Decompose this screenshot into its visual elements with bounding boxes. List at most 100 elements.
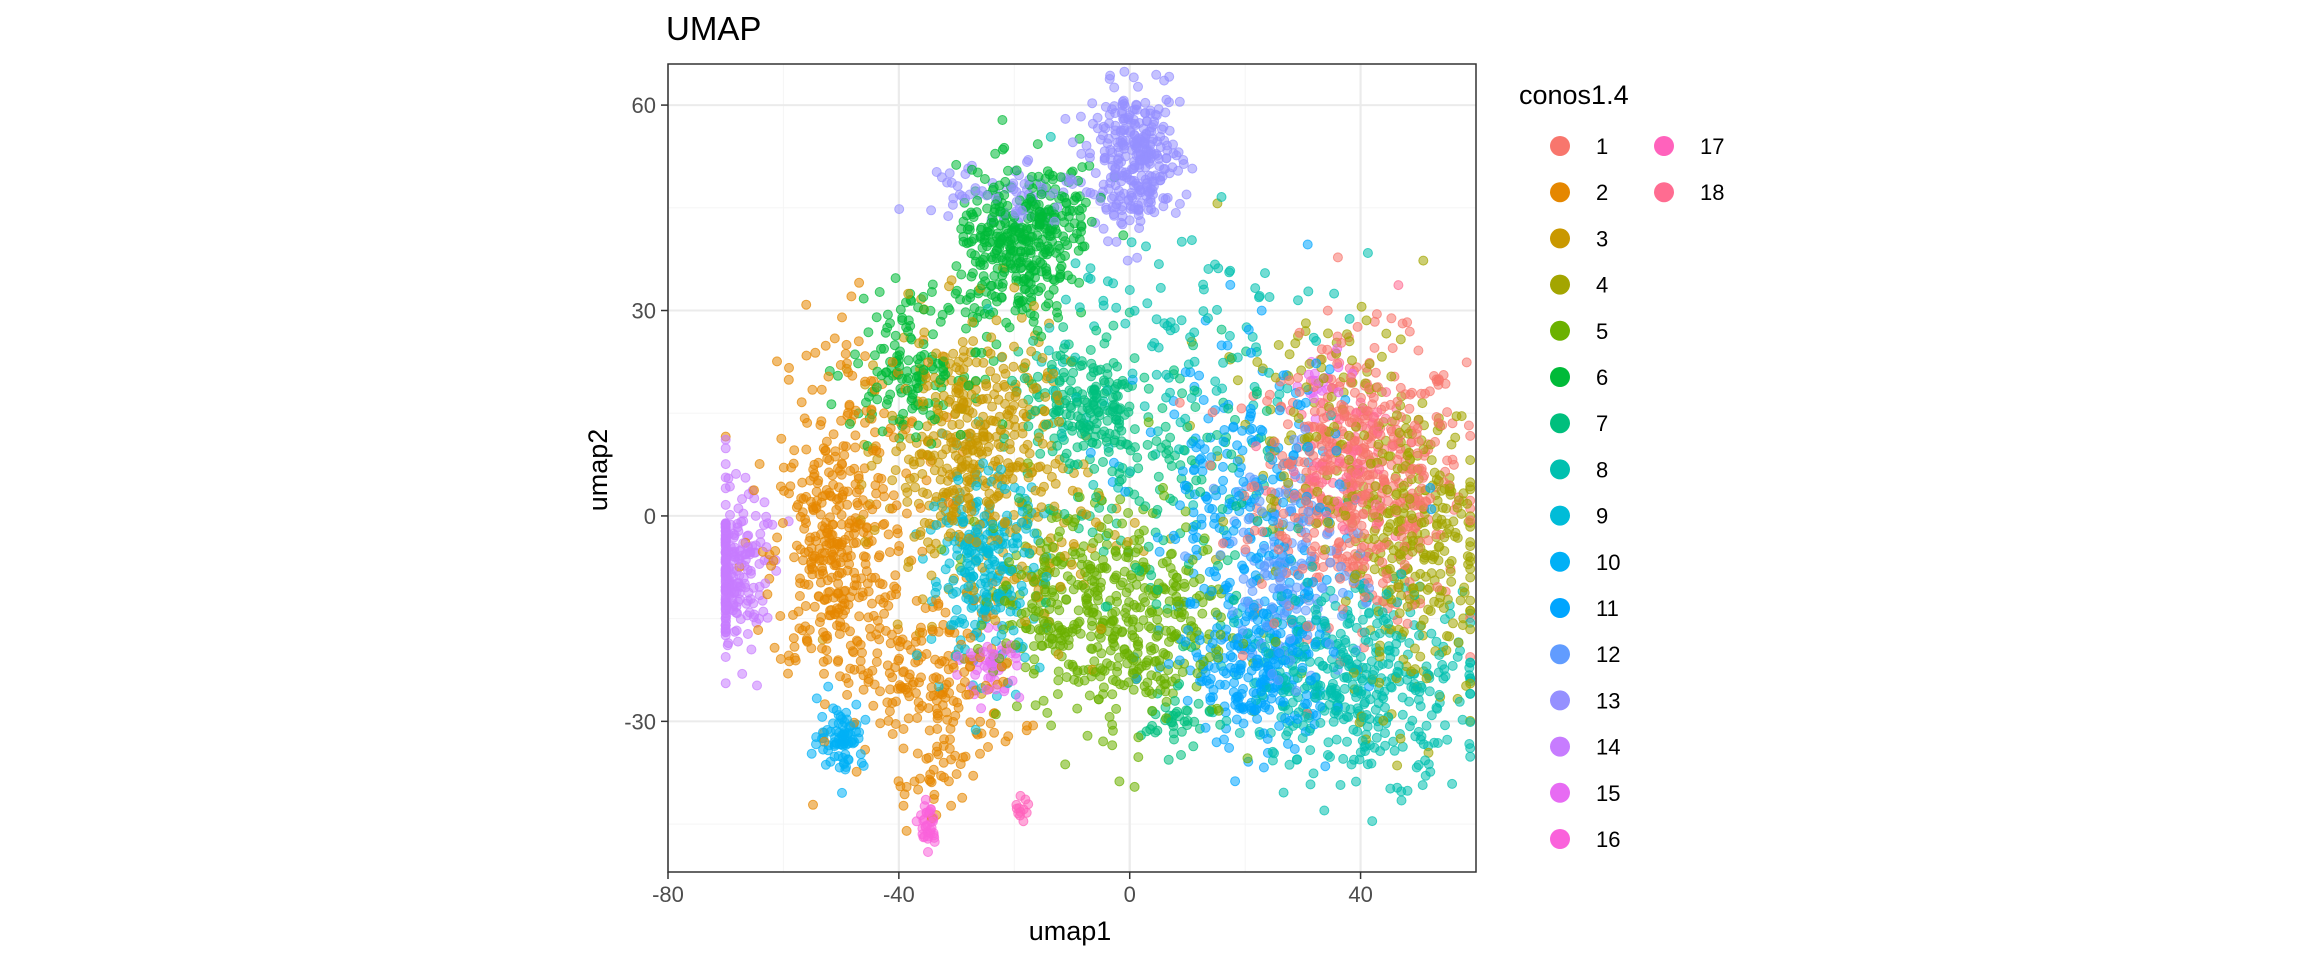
data-point-cluster-11 [1225,279,1236,290]
data-point-cluster-14 [767,519,778,530]
data-point-cluster-4 [1300,318,1311,329]
data-point-cluster-6 [1032,139,1043,150]
data-point-cluster-8 [1407,715,1418,726]
data-point-cluster-2 [880,625,891,636]
data-point-cluster-7 [1168,721,1179,732]
data-point-cluster-8 [1297,733,1308,744]
data-point-cluster-2 [854,592,864,603]
data-point-cluster-11 [1188,465,1199,476]
data-point-cluster-3 [1026,467,1037,478]
data-point-cluster-8 [1464,739,1475,749]
data-point-cluster-2 [853,470,864,481]
data-point-cluster-13 [1109,82,1120,93]
data-point-cluster-2 [1000,736,1011,747]
data-point-cluster-2 [812,478,823,489]
data-point-cluster-15 [1308,393,1319,404]
data-point-cluster-13 [926,205,937,216]
data-point-cluster-6 [918,365,929,375]
data-point-cluster-8 [1311,336,1322,346]
data-point-cluster-4 [1446,576,1457,587]
data-point-cluster-5 [1202,544,1213,555]
data-point-cluster-4 [1425,550,1436,561]
data-point-cluster-5 [1029,641,1039,652]
data-point-cluster-2 [841,441,851,452]
data-point-cluster-6 [972,195,983,206]
data-point-cluster-6 [1063,211,1074,222]
data-point-cluster-8 [1234,728,1245,738]
data-point-cluster-1 [1256,579,1267,589]
data-point-cluster-8 [1070,258,1081,269]
data-point-cluster-5 [1063,640,1074,651]
data-point-cluster-11 [1232,440,1243,451]
data-point-cluster-4 [1465,552,1476,563]
data-point-cluster-7 [1143,541,1154,552]
data-point-cluster-7 [1065,375,1076,386]
data-point-cluster-2 [933,626,944,637]
data-point-cluster-2 [818,627,829,638]
data-point-cluster-3 [1039,481,1049,492]
data-point-cluster-2 [788,633,799,644]
data-point-cluster-6 [1028,260,1039,271]
data-point-cluster-2 [823,371,834,382]
data-point-cluster-6 [951,261,962,272]
data-point-cluster-2 [794,591,805,601]
data-point-cluster-3 [866,460,877,471]
data-point-cluster-2 [783,374,794,385]
data-point-cluster-8 [1397,741,1408,752]
data-point-cluster-8 [1129,305,1140,316]
data-point-cluster-2 [804,536,815,546]
data-point-cluster-6 [918,291,929,302]
data-point-cluster-6 [970,347,981,358]
data-point-cluster-6 [883,375,894,386]
data-point-cluster-2 [849,409,859,420]
data-point-cluster-2 [833,655,844,666]
data-point-cluster-1 [1174,397,1185,408]
data-point-cluster-1 [1359,592,1370,603]
data-point-cluster-1 [1413,345,1424,356]
data-point-cluster-13 [1122,255,1133,266]
data-point-cluster-14 [752,680,762,691]
data-point-cluster-2 [939,734,950,745]
data-point-cluster-1 [1371,309,1382,320]
data-point-cluster-4 [1356,301,1367,312]
data-point-cluster-11 [1238,718,1249,729]
data-point-cluster-8 [1396,795,1407,806]
data-point-cluster-8 [1371,732,1382,743]
data-point-cluster-14 [720,443,731,454]
data-point-cluster-2 [891,583,902,594]
data-point-cluster-6 [1086,216,1097,227]
data-point-cluster-13 [1075,111,1086,122]
data-point-cluster-13 [1133,81,1143,92]
data-point-cluster-12 [1228,606,1238,617]
data-point-cluster-3 [1122,537,1133,547]
data-point-cluster-2 [816,384,827,395]
data-point-cluster-8 [1098,300,1109,311]
data-point-cluster-3 [1090,517,1101,528]
data-point-cluster-2 [801,350,812,361]
data-point-cluster-5 [1060,759,1071,770]
data-point-cluster-10 [825,756,836,767]
data-point-cluster-13 [1116,176,1127,187]
data-point-cluster-9 [1014,598,1025,609]
data-point-cluster-8 [1286,614,1297,625]
data-point-cluster-1 [1386,313,1397,324]
data-point-cluster-5 [1011,701,1022,712]
data-point-cluster-8 [1465,751,1476,762]
data-point-cluster-2 [938,757,949,768]
data-point-cluster-7 [1160,421,1171,432]
data-point-cluster-13 [1181,189,1192,200]
data-point-cluster-3 [966,389,977,400]
data-point-cluster-5 [1210,607,1221,618]
data-point-cluster-2 [820,340,831,351]
data-point-cluster-7 [1188,741,1199,752]
data-point-cluster-3 [860,536,871,547]
data-point-cluster-8 [1043,345,1054,356]
data-point-cluster-5 [1101,563,1112,574]
data-point-cluster-4 [1433,476,1444,487]
data-point-cluster-6 [961,323,971,334]
data-point-cluster-3 [995,442,1006,452]
data-point-cluster-6 [874,287,885,297]
data-point-cluster-18 [1308,461,1319,471]
data-point-cluster-6 [1025,245,1036,256]
data-point-cluster-4 [1392,760,1403,771]
